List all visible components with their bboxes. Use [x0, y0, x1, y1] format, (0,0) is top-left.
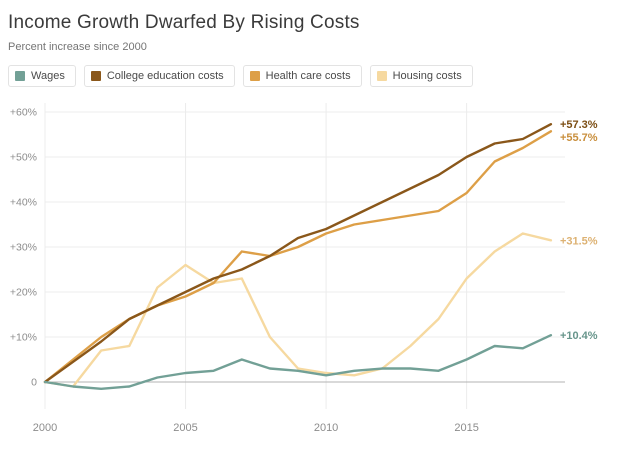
legend-label-wages: Wages [31, 70, 65, 82]
x-tick-label: 2010 [314, 422, 338, 434]
series-line-wages [43, 333, 553, 390]
health-swatch-icon [249, 71, 260, 81]
series-line-housing-costs [43, 232, 553, 388]
legend-item-wages[interactable]: Wages [8, 65, 76, 87]
legend: Wages College education costs Health car… [8, 65, 612, 87]
end-label-health-care-costs: +55.7% [560, 132, 598, 144]
line-chart: 2000 2005 2010 2015 0 +10% +20% +30% +40% +50% +60… [10, 103, 598, 434]
legend-label-health: Health care costs [265, 70, 351, 82]
series-line-health-care-costs [43, 130, 553, 384]
college-swatch-icon [90, 71, 101, 81]
y-tick-label: +30% [10, 242, 37, 254]
x-tick-label: 2015 [454, 422, 478, 434]
y-tick-label: 0 [31, 377, 37, 389]
y-tick-label: +60% [10, 107, 37, 119]
chart-header: Income Growth Dwarfed By Rising Costs Pe… [0, 0, 620, 53]
housing-swatch-icon [376, 71, 387, 81]
y-tick-label: +50% [10, 152, 37, 164]
end-label-housing-costs: +31.5% [560, 235, 598, 247]
end-label-college-education-costs: +57.3% [560, 119, 598, 131]
legend-label-housing: Housing costs [392, 70, 462, 82]
legend-item-health-care-costs[interactable]: Health care costs [242, 65, 362, 87]
legend-item-college-education-costs[interactable]: College education costs [83, 65, 235, 87]
x-tick-label: 2000 [33, 422, 57, 434]
series-line-college-education-costs [43, 123, 553, 384]
chart-title: Income Growth Dwarfed By Rising Costs [8, 12, 360, 33]
chart-subtitle: Percent increase since 2000 [8, 41, 147, 53]
end-label-wages: +10.4% [560, 330, 598, 342]
chart-area: 2000 2005 2010 2015 0 +10% +20% +30% +40% +50% +60… [0, 91, 620, 443]
y-tick-label: +40% [10, 197, 37, 209]
y-tick-label: +10% [10, 332, 37, 344]
x-tick-label: 2005 [173, 422, 197, 434]
legend-label-college: College education costs [106, 70, 224, 82]
wages-swatch-icon [15, 71, 25, 81]
y-tick-label: +20% [10, 287, 37, 299]
legend-item-housing-costs[interactable]: Housing costs [369, 65, 473, 87]
